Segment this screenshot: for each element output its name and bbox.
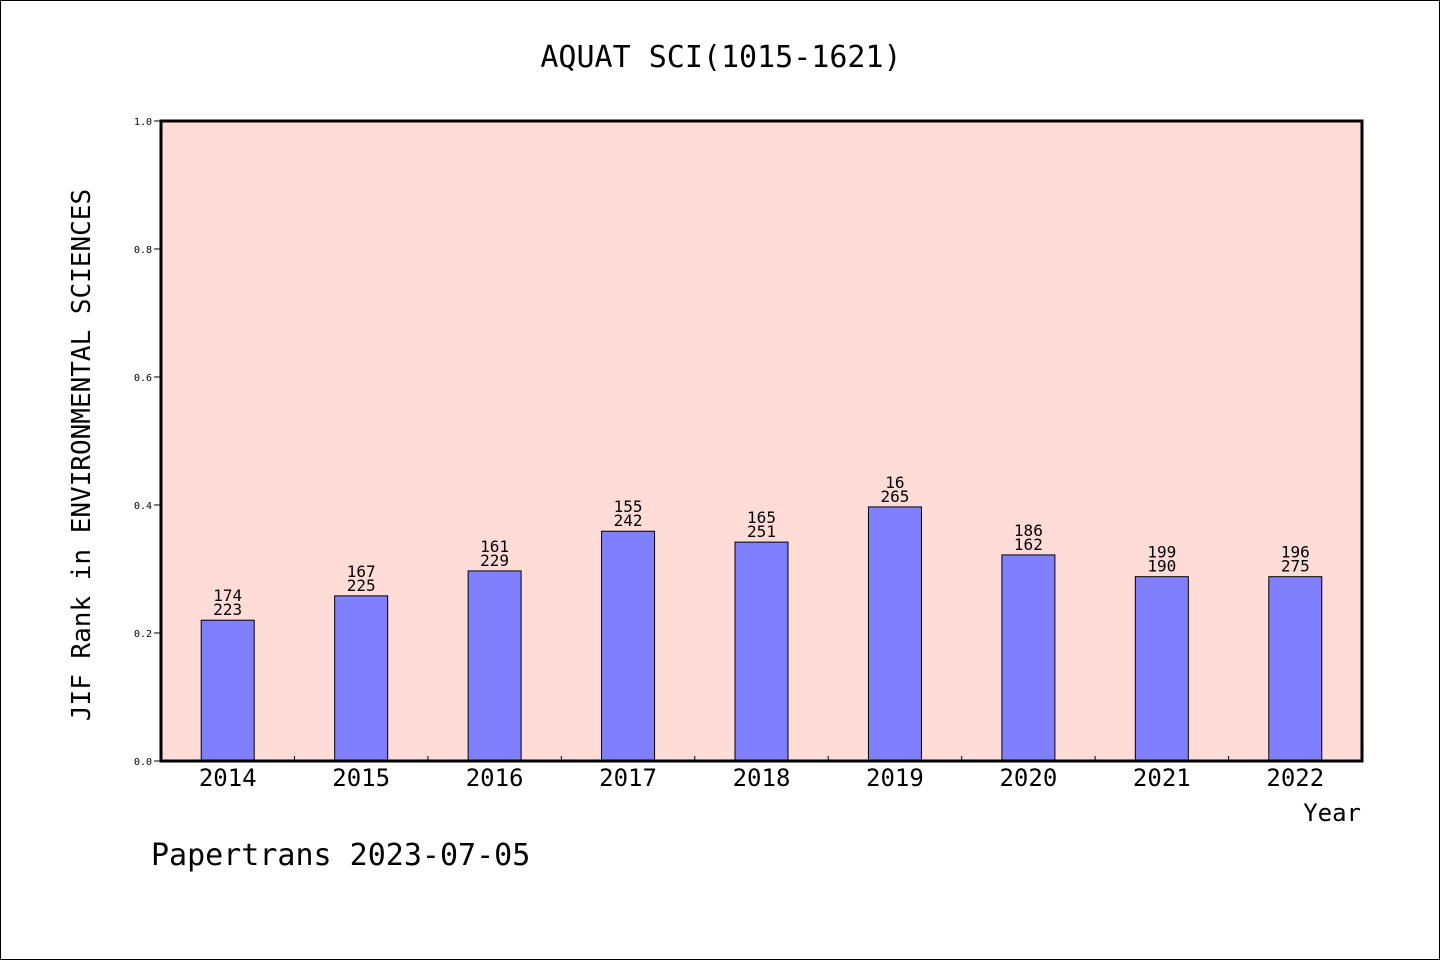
y-tick-label-0.2: 0.2 (134, 629, 152, 640)
x-axis-label: Year (1303, 799, 1361, 827)
bar-2015 (334, 595, 389, 762)
data-label-top-2020: 186 (1014, 521, 1043, 540)
x-tick-label-2017: 2017 (599, 764, 657, 792)
bar-2016 (467, 570, 522, 762)
data-label-top-2021: 199 (1147, 543, 1176, 562)
x-tick-label-2020: 2020 (999, 764, 1057, 792)
plot-border (159, 119, 1364, 763)
y-tick-label-0.0: 0.0 (134, 757, 152, 768)
y-tick-label-0.8: 0.8 (134, 245, 152, 256)
data-label-bottom-2019: 265 (880, 487, 909, 506)
x-tick-label-2019: 2019 (866, 764, 924, 792)
footer-credit: Papertrans 2023-07-05 (151, 838, 530, 873)
bar-2014 (200, 619, 255, 762)
x-tick-label-2021: 2021 (1133, 764, 1191, 792)
data-label-top-2017: 155 (614, 497, 643, 516)
x-axis-ticks: 2014 2015 2016 2017 2018 2019 2020 2021 2022 (199, 756, 1324, 792)
bar-2022 (1268, 576, 1323, 762)
data-label-top-2014: 174 (213, 586, 242, 605)
y-tick-label-1.0: 1.0 (134, 117, 152, 128)
bar-2019 (867, 506, 922, 762)
data-label-bottom-2022: 275 (1281, 557, 1310, 576)
data-label-bottom-2017: 242 (614, 511, 643, 530)
y-tick-label-0.4: 0.4 (134, 501, 152, 512)
x-tick-label-2018: 2018 (733, 764, 791, 792)
x-tick-label-2014: 2014 (199, 764, 257, 792)
y-axis-ticks: 0.0 0.2 0.4 0.6 0.8 1.0 (134, 117, 161, 768)
bar-2020 (1001, 554, 1056, 762)
data-label-top-2016: 161 (480, 537, 509, 556)
bar-2017 (601, 530, 656, 762)
y-tick-label-0.6: 0.6 (134, 373, 152, 384)
data-label-bottom-2020: 162 (1014, 535, 1043, 554)
data-label-bottom-2018: 251 (747, 522, 776, 541)
chart-title: AQUAT SCI(1015-1621) (540, 40, 901, 75)
data-label-bottom-2014: 223 (213, 600, 242, 619)
data-label-top-2022: 196 (1281, 543, 1310, 562)
y-axis-label: JIF Rank in ENVIRONMENTAL SCIENCES (67, 189, 97, 721)
bars-layer (200, 506, 1323, 762)
bar-2021 (1134, 576, 1189, 762)
data-label-top-2018: 165 (747, 508, 776, 527)
data-label-top-2019: 16 (885, 473, 904, 492)
x-tick-label-2016: 2016 (466, 764, 524, 792)
data-label-top-2015: 167 (347, 562, 376, 581)
bar-2018 (734, 541, 789, 762)
data-label-bottom-2021: 190 (1147, 557, 1176, 576)
data-label-bottom-2015: 225 (347, 576, 376, 595)
x-tick-label-2022: 2022 (1266, 764, 1324, 792)
x-tick-label-2015: 2015 (332, 764, 390, 792)
data-label-bottom-2016: 229 (480, 551, 509, 570)
